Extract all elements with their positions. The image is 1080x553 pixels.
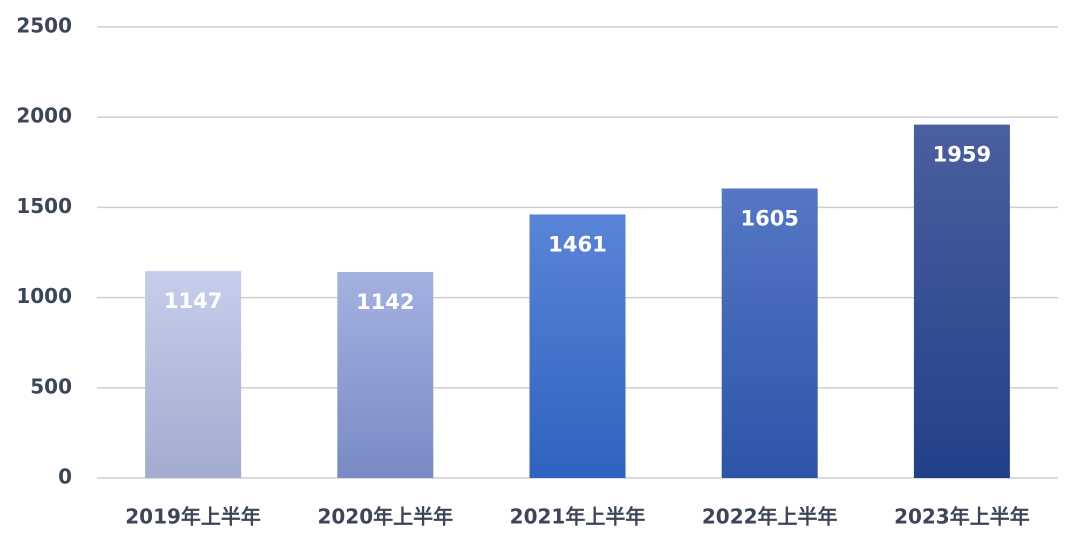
y-tick-label: 1500 <box>16 194 72 218</box>
x-tick-label: 2021年上半年 <box>510 505 646 529</box>
value-label: 1147 <box>164 289 222 313</box>
value-label: 1959 <box>933 143 991 167</box>
x-tick-label: 2020年上半年 <box>317 505 453 529</box>
x-tick-label: 2022年上半年 <box>702 505 838 529</box>
y-tick-label: 2500 <box>16 14 72 38</box>
x-tick-label: 2019年上半年 <box>125 505 261 529</box>
x-tick-label: 2023年上半年 <box>894 505 1030 529</box>
bar <box>337 271 434 478</box>
value-label: 1605 <box>740 206 798 230</box>
bar <box>145 271 242 478</box>
y-tick-label: 1000 <box>16 284 72 308</box>
y-tick-label: 0 <box>58 465 72 489</box>
bar <box>721 188 818 478</box>
bar <box>913 124 1010 478</box>
y-tick-label: 500 <box>30 374 72 398</box>
value-label: 1461 <box>548 232 606 256</box>
y-tick-label: 2000 <box>16 104 72 128</box>
value-label: 1142 <box>356 290 414 314</box>
bar <box>529 214 626 478</box>
